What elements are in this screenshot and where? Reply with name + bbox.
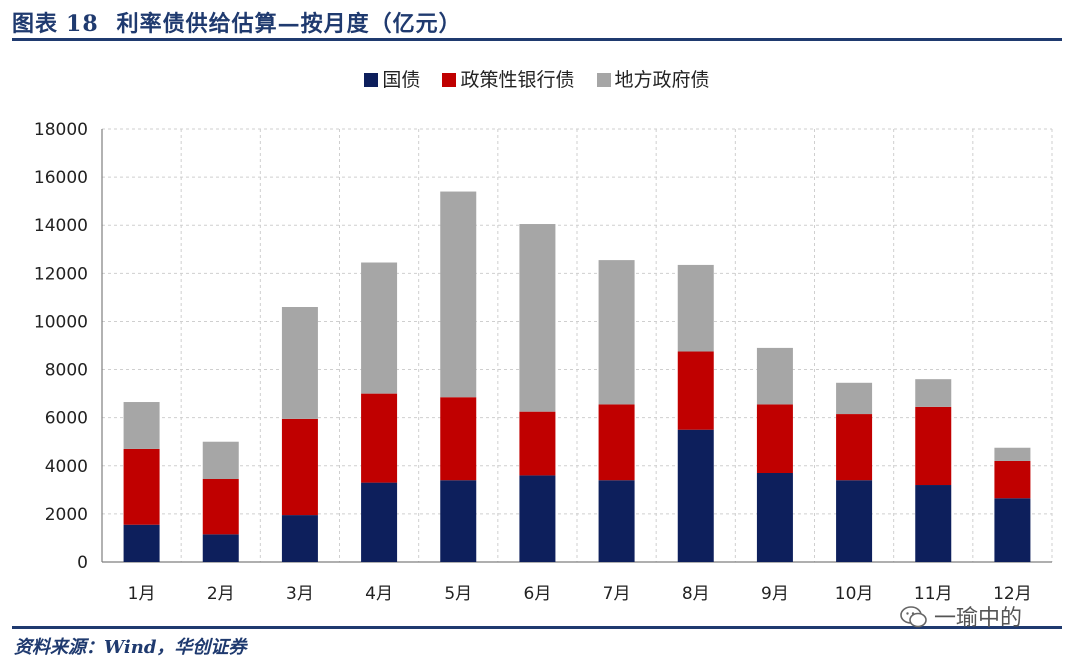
bar-2-10 (836, 414, 873, 481)
y-tick-label-16000: 16000 (34, 168, 88, 188)
legend-swatch-policy-bank (442, 73, 457, 87)
bar-2-8 (677, 351, 714, 430)
bar-3-11 (915, 379, 952, 407)
chart-legend: 国债 政策性银行债 地方政府债 (12, 65, 1062, 92)
x-tick-label-7: 7月 (603, 584, 631, 604)
source-note: 资料来源：Wind，华创证券 (14, 637, 247, 658)
figure-title: 图表 18 利率债供给估算—按月度（亿元） (12, 6, 462, 38)
bar-1-10 (836, 480, 873, 562)
bar-1-1 (123, 524, 160, 562)
x-tick-label-4: 4月 (365, 584, 393, 604)
legend-item-policy-bank: 政策性银行债 (442, 65, 575, 92)
y-tick-label-6000: 6000 (45, 409, 88, 429)
bar-2-7 (598, 404, 635, 481)
figure-header: 图表 18 利率债供给估算—按月度（亿元） (12, 4, 1062, 40)
bar-2-2 (202, 479, 239, 535)
bar-3-7 (598, 260, 635, 405)
bar-1-9 (756, 472, 793, 562)
x-tick-label-11: 11月 (914, 584, 953, 604)
x-tick-label-6: 6月 (524, 584, 552, 604)
x-tick-label-3: 3月 (286, 584, 314, 604)
y-tick-label-8000: 8000 (45, 361, 88, 381)
y-tick-label-2000: 2000 (45, 505, 88, 525)
figure-title-text: 利率债供给估算—按月度（亿元） (116, 11, 462, 37)
watermark: 一瑜中的 (900, 600, 1022, 632)
y-tick-label-12000: 12000 (34, 264, 88, 284)
y-tick-label-0: 0 (77, 553, 88, 573)
bar-1-5 (440, 480, 477, 562)
x-tick-label-12: 12月 (993, 584, 1032, 604)
x-tick-label-1: 1月 (128, 584, 156, 604)
x-tick-label-9: 9月 (761, 584, 789, 604)
bar-2-12 (994, 460, 1031, 499)
bar-3-2 (202, 441, 239, 480)
bar-3-10 (836, 382, 873, 415)
bar-1-3 (281, 515, 318, 562)
bar-2-6 (519, 411, 556, 476)
bar-3-5 (440, 191, 477, 398)
bar-2-3 (281, 418, 318, 516)
wechat-icon (900, 606, 927, 628)
legend-label-local-gov: 地方政府债 (614, 69, 710, 91)
header-rule (12, 38, 1062, 41)
bar-3-9 (756, 347, 793, 405)
legend-item-guozhai: 国债 (364, 65, 420, 92)
legend-item-local-gov: 地方政府债 (596, 65, 710, 92)
chart-frame: 国债 政策性银行债 地方政府债 0 2000 4000 6000 8000 10000 12… (12, 41, 1062, 626)
bar-2-5 (440, 397, 477, 481)
bar-3-4 (361, 262, 398, 394)
legend-label-policy-bank: 政策性银行债 (460, 69, 575, 91)
bar-1-2 (202, 534, 239, 562)
bar-1-4 (361, 482, 398, 562)
bar-2-9 (756, 404, 793, 473)
bar-3-12 (994, 447, 1031, 461)
stacked-bar-chart: 0 2000 4000 6000 8000 10000 12000 14000 16000 180… (34, 120, 1053, 604)
bar-2-11 (915, 406, 952, 486)
y-tick-label-10000: 10000 (34, 312, 88, 332)
bar-3-3 (281, 307, 318, 419)
bar-2-4 (361, 393, 398, 483)
legend-swatch-guozhai (364, 73, 379, 87)
figure-label: 图表 (12, 11, 59, 37)
bar-1-6 (519, 475, 556, 562)
watermark-text: 一瑜中的 (934, 606, 1023, 631)
bar-1-12 (994, 498, 1031, 562)
legend-swatch-local-gov (596, 73, 611, 87)
x-tick-label-5: 5月 (444, 584, 472, 604)
y-tick-label-4000: 4000 (45, 457, 88, 477)
bar-1-11 (915, 485, 952, 562)
y-tick-label-14000: 14000 (34, 216, 88, 236)
bar-1-7 (598, 480, 635, 562)
bar-1-8 (677, 429, 714, 562)
bar-3-8 (677, 264, 714, 352)
figure-number: 18 (66, 11, 99, 37)
bar-3-6 (519, 224, 556, 412)
legend-label-guozhai: 国债 (382, 69, 421, 91)
footer-rule (12, 626, 1062, 629)
x-tick-label-8: 8月 (682, 584, 710, 604)
bar-2-1 (123, 448, 160, 525)
bar-3-1 (123, 402, 160, 449)
x-tick-label-2: 2月 (207, 584, 235, 604)
y-tick-label-18000: 18000 (34, 120, 88, 140)
x-tick-label-10: 10月 (835, 584, 874, 604)
